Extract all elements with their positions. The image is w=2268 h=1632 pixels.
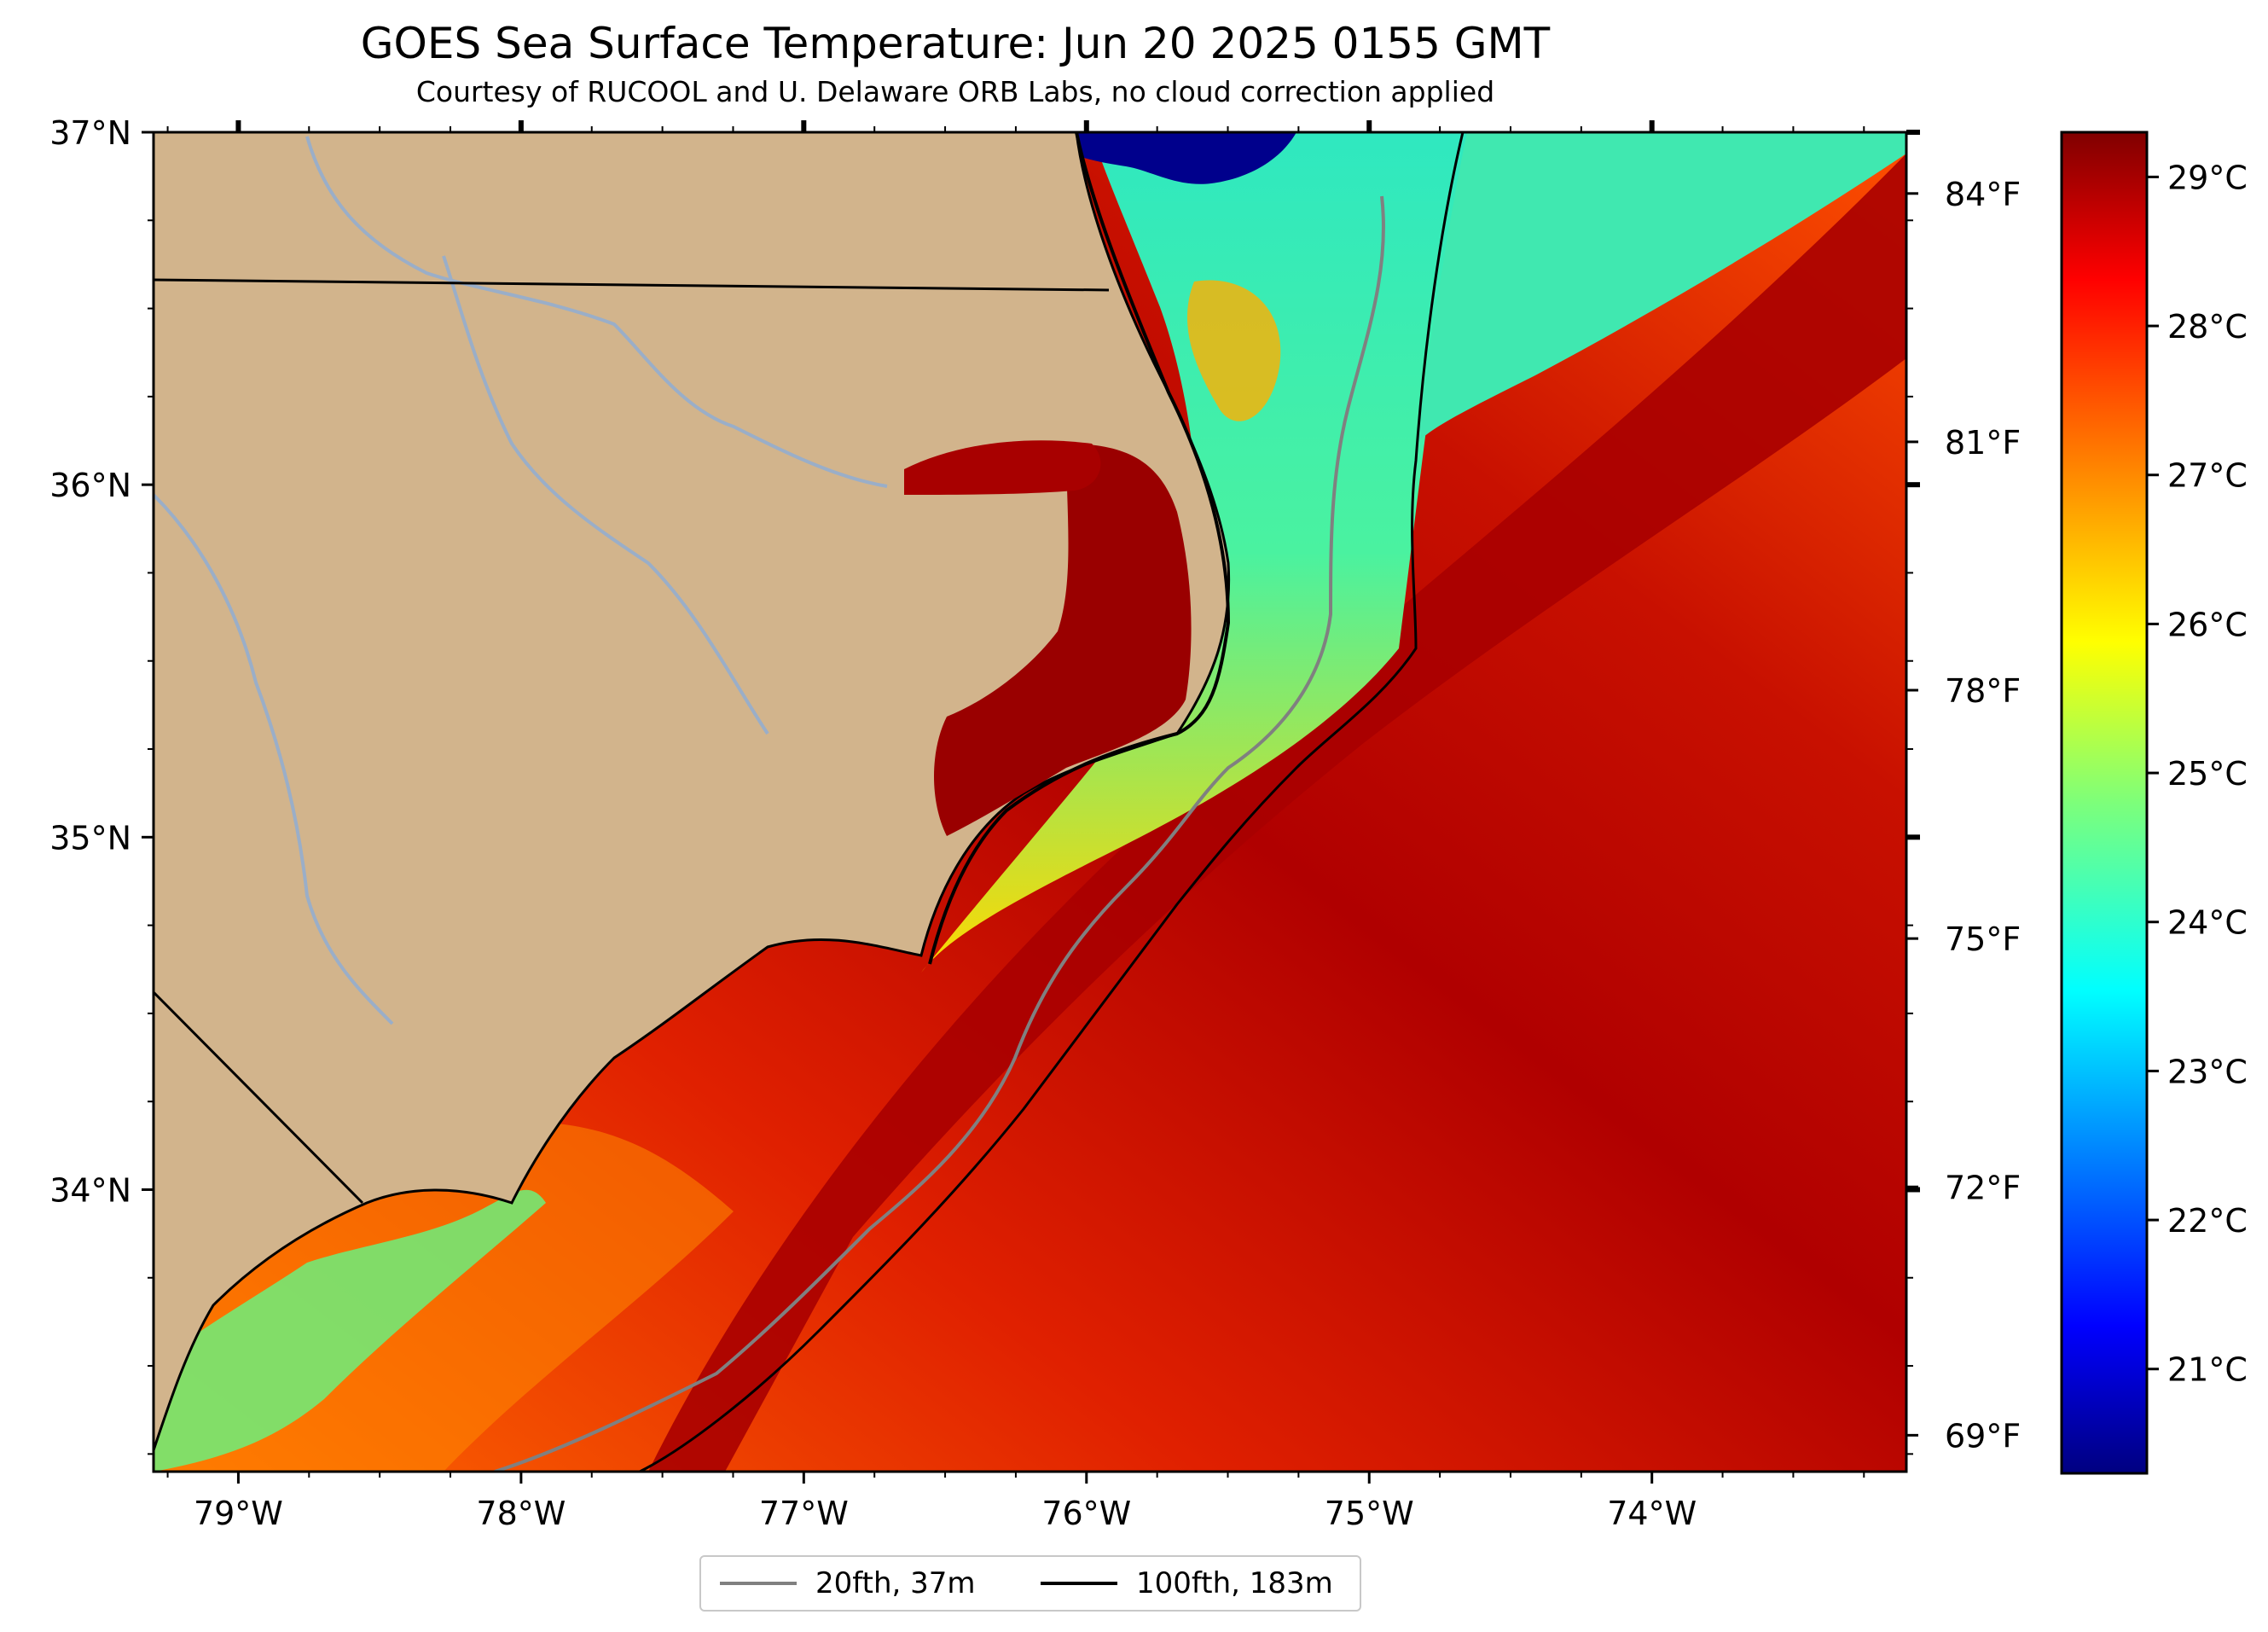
lon-tick-label: 79°W [194, 1495, 283, 1532]
isobath-20fth [494, 195, 1385, 1472]
map-frame [152, 131, 1908, 1473]
map-subtitle: Courtesy of RUCOOL and U. Delaware ORB L… [415, 75, 1495, 108]
lat-tick-label: 34°N [49, 1171, 131, 1209]
fahrenheit-tick-label: 72°F [1945, 1169, 2021, 1206]
lon-tick-label: 74°W [1607, 1495, 1697, 1532]
fahrenheit-tick-label: 78°F [1945, 672, 2021, 710]
fahrenheit-tick-label: 75°F [1945, 921, 2021, 958]
legend-item-20fth: 20fth, 37m [720, 1557, 976, 1610]
celsius-tick-label: 29°C [2167, 159, 2248, 196]
fahrenheit-tick-label: 81°F [1945, 424, 2021, 462]
legend-swatch-20fth [720, 1582, 797, 1585]
celsius-tick-label: 24°C [2167, 904, 2248, 942]
celsius-tick-label: 28°C [2167, 308, 2248, 346]
celsius-tick-label: 21°C [2167, 1351, 2248, 1389]
cool-nearshore-band [154, 1189, 546, 1472]
longitude-ticks: 79°W 78°W 77°W 76°W 75°W 74°W [166, 120, 1865, 1532]
lon-tick-label: 77°W [759, 1495, 849, 1532]
lat-tick-label: 35°N [49, 819, 131, 857]
latitude-ticks: 37°N 36°N 35°N 34°N [49, 114, 1920, 1455]
lon-tick-label: 78°W [476, 1495, 566, 1532]
celsius-tick-label: 27°C [2167, 457, 2248, 495]
cold-patch [1032, 132, 1296, 184]
albemarle-sound [904, 440, 1101, 495]
lat-tick-label: 36°N [49, 467, 131, 504]
north-offshore-cool-water [1416, 132, 1906, 444]
pamlico-sound [934, 444, 1192, 836]
river [154, 493, 394, 1025]
legend-item-100fth: 100fth, 183m [1041, 1557, 1333, 1610]
legend-label: 100fth, 183m [1136, 1566, 1333, 1600]
legend: 20fth, 37m 100fth, 183m [699, 1555, 1361, 1612]
state-border-nc-sc [154, 990, 364, 1205]
fahrenheit-tick-label: 69°F [1945, 1417, 2021, 1455]
warm-eddy-shelf [1186, 280, 1281, 421]
colorbar: 29°C 28°C 27°C 26°C 25°C 24°C 23°C 22°C 21°C [2060, 131, 2248, 1475]
fahrenheit-tick-label: 84°F [1945, 176, 2021, 213]
isobath-100fth [639, 132, 1465, 1472]
lat-tick-label: 37°N [49, 114, 131, 152]
gulf-stream-core [648, 154, 1906, 1472]
river [442, 255, 769, 735]
legend-label: 20fth, 37m [815, 1566, 976, 1600]
celsius-ticks: 29°C 28°C 27°C 26°C 25°C 24°C 23°C 22°C 21°C [2147, 159, 2248, 1389]
river [305, 136, 888, 488]
celsius-tick-label: 26°C [2167, 606, 2248, 643]
barrier-island-coastline [928, 132, 1231, 965]
continental-shelf-cool-water [921, 132, 1467, 973]
lon-tick-label: 76°W [1041, 1495, 1131, 1532]
state-border-nc-va [154, 278, 1110, 292]
celsius-tick-label: 25°C [2167, 755, 2248, 793]
map-title: GOES Sea Surface Temperature: Jun 20 202… [360, 19, 1551, 68]
celsius-tick-label: 22°C [2167, 1202, 2248, 1240]
celsius-tick-label: 23°C [2167, 1053, 2248, 1090]
fahrenheit-ticks: 84°F 81°F 78°F 75°F 72°F 69°F [1906, 176, 2021, 1455]
colorbar-bar [2060, 131, 2149, 1475]
lon-tick-label: 75°W [1325, 1495, 1414, 1532]
legend-swatch-100fth [1041, 1582, 1117, 1585]
